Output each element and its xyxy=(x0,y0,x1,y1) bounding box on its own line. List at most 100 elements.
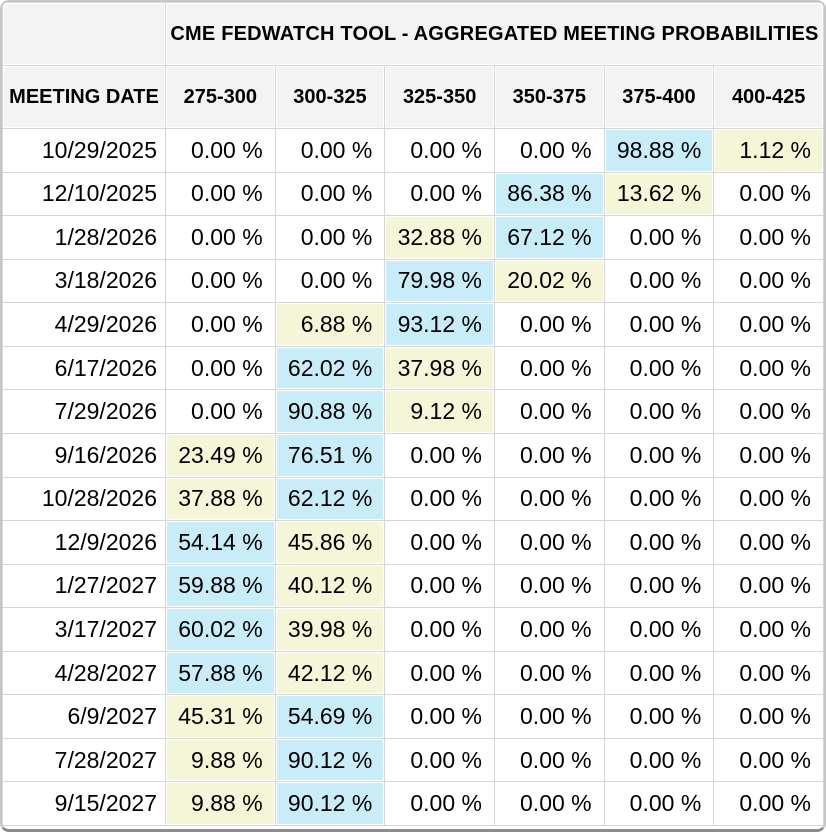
probability-cell: 0.00 % xyxy=(385,433,494,477)
table-row: 9/15/2027 9.88 % 90.12 % 0.00 % 0.00 % 0.00 %… xyxy=(3,782,823,825)
rate-range-header: 375-400 xyxy=(604,66,714,128)
probability-cell: 0.00 % xyxy=(714,521,823,564)
meeting-date-cell: 3/18/2026 xyxy=(3,259,165,303)
probability-cell: 0.00 % xyxy=(604,608,714,651)
probability-cell: 90.12 % xyxy=(275,782,385,825)
probability-cell: 42.12 % xyxy=(275,651,385,695)
probability-cell: 62.02 % xyxy=(275,346,385,390)
probability-cell: 0.00 % xyxy=(275,172,385,216)
probability-cell: 0.00 % xyxy=(714,477,823,521)
table-body: 10/29/2025 0.00 % 0.00 % 0.00 % 0.00 % 98.88 … xyxy=(3,129,823,825)
probability-cell: 32.88 % xyxy=(385,216,494,259)
probability-cell: 0.00 % xyxy=(385,521,494,564)
rate-range-header: 350-375 xyxy=(494,66,604,128)
probability-cell: 0.00 % xyxy=(166,390,275,433)
probability-cell: 60.02 % xyxy=(166,608,275,651)
probability-cell: 0.00 % xyxy=(275,129,385,172)
probability-cell: 0.00 % xyxy=(166,259,275,303)
probability-cell: 0.00 % xyxy=(604,216,714,259)
meeting-date-cell: 6/17/2026 xyxy=(3,346,165,390)
probability-cell: 62.12 % xyxy=(275,477,385,521)
meeting-date-cell: 10/28/2026 xyxy=(3,477,165,521)
probability-cell: 0.00 % xyxy=(385,695,494,738)
probability-cell: 39.98 % xyxy=(275,608,385,651)
probability-cell: 54.14 % xyxy=(166,521,275,564)
probability-cell: 37.88 % xyxy=(166,477,275,521)
probability-cell: 0.00 % xyxy=(385,477,494,521)
table-row: 7/29/2026 0.00 % 90.88 % 9.12 % 0.00 % 0.00 %… xyxy=(3,390,823,433)
probability-cell: 0.00 % xyxy=(714,651,823,695)
meeting-date-cell: 7/29/2026 xyxy=(3,390,165,433)
rate-range-header: 325-350 xyxy=(385,66,494,128)
probability-cell: 9.88 % xyxy=(166,738,275,782)
probability-cell: 59.88 % xyxy=(166,564,275,608)
probability-cell: 0.00 % xyxy=(494,608,604,651)
probability-cell: 98.88 % xyxy=(604,129,714,172)
rate-range-header: 300-325 xyxy=(275,66,385,128)
table-row: 1/28/2026 0.00 % 0.00 % 32.88 % 67.12 % 0.00 … xyxy=(3,216,823,259)
table-row: 10/29/2025 0.00 % 0.00 % 0.00 % 0.00 % 98.88 … xyxy=(3,129,823,172)
meeting-date-cell: 1/28/2026 xyxy=(3,216,165,259)
probability-cell: 76.51 % xyxy=(275,433,385,477)
meeting-date-header: MEETING DATE xyxy=(3,66,165,128)
probability-cell: 0.00 % xyxy=(714,695,823,738)
probability-cell: 0.00 % xyxy=(494,346,604,390)
probability-cell: 0.00 % xyxy=(385,738,494,782)
probability-cell: 0.00 % xyxy=(166,346,275,390)
probability-cell: 0.00 % xyxy=(604,782,714,825)
probability-cell: 0.00 % xyxy=(714,782,823,825)
probability-cell: 45.86 % xyxy=(275,521,385,564)
probability-cell: 0.00 % xyxy=(494,477,604,521)
meeting-date-cell: 7/28/2027 xyxy=(3,738,165,782)
probability-cell: 0.00 % xyxy=(494,390,604,433)
probability-cell: 0.00 % xyxy=(604,738,714,782)
meeting-date-cell: 3/17/2027 xyxy=(3,608,165,651)
meeting-date-cell: 1/27/2027 xyxy=(3,564,165,608)
meeting-date-cell: 9/15/2027 xyxy=(3,782,165,825)
probability-cell: 0.00 % xyxy=(494,738,604,782)
probability-cell: 0.00 % xyxy=(166,303,275,346)
probability-cell: 0.00 % xyxy=(604,433,714,477)
table-title: CME FEDWATCH TOOL - AGGREGATED MEETING P… xyxy=(166,3,823,65)
meeting-date-cell: 9/16/2026 xyxy=(3,433,165,477)
probability-cell: 0.00 % xyxy=(714,303,823,346)
probability-cell: 13.62 % xyxy=(604,172,714,216)
probability-cell: 90.12 % xyxy=(275,738,385,782)
probability-cell: 0.00 % xyxy=(385,172,494,216)
meeting-date-cell: 10/29/2025 xyxy=(3,129,165,172)
probability-cell: 67.12 % xyxy=(494,216,604,259)
probability-cell: 0.00 % xyxy=(494,129,604,172)
table-head: CME FEDWATCH TOOL - AGGREGATED MEETING P… xyxy=(3,3,823,128)
table-row: 9/16/2026 23.49 % 76.51 % 0.00 % 0.00 % 0.00 … xyxy=(3,433,823,477)
table-row: 6/17/2026 0.00 % 62.02 % 37.98 % 0.00 % 0.00 … xyxy=(3,346,823,390)
table-row: 4/29/2026 0.00 % 6.88 % 93.12 % 0.00 % 0.00 %… xyxy=(3,303,823,346)
probability-cell: 0.00 % xyxy=(714,390,823,433)
meeting-date-cell: 12/10/2025 xyxy=(3,172,165,216)
meeting-date-cell: 6/9/2027 xyxy=(3,695,165,738)
probability-cell: 0.00 % xyxy=(714,172,823,216)
probability-cell: 0.00 % xyxy=(604,346,714,390)
probability-cell: 0.00 % xyxy=(385,608,494,651)
corner-spacer-cell xyxy=(3,3,165,65)
probability-cell: 0.00 % xyxy=(385,782,494,825)
probability-cell: 93.12 % xyxy=(385,303,494,346)
probability-cell: 0.00 % xyxy=(275,216,385,259)
meeting-date-cell: 12/9/2026 xyxy=(3,521,165,564)
probability-cell: 9.12 % xyxy=(385,390,494,433)
title-row: CME FEDWATCH TOOL - AGGREGATED MEETING P… xyxy=(3,3,823,65)
probability-cell: 0.00 % xyxy=(494,564,604,608)
probability-cell: 0.00 % xyxy=(385,129,494,172)
probability-cell: 45.31 % xyxy=(166,695,275,738)
probability-cell: 86.38 % xyxy=(494,172,604,216)
probability-cell: 0.00 % xyxy=(275,259,385,303)
probability-cell: 0.00 % xyxy=(714,608,823,651)
table-row: 3/17/2027 60.02 % 39.98 % 0.00 % 0.00 % 0.00 … xyxy=(3,608,823,651)
rate-range-header: 400-425 xyxy=(714,66,823,128)
probability-cell: 9.88 % xyxy=(166,782,275,825)
probability-cell: 0.00 % xyxy=(714,216,823,259)
probability-cell: 0.00 % xyxy=(385,564,494,608)
table-row: 10/28/2026 37.88 % 62.12 % 0.00 % 0.00 % 0.00… xyxy=(3,477,823,521)
probability-cell: 0.00 % xyxy=(604,695,714,738)
table-row: 1/27/2027 59.88 % 40.12 % 0.00 % 0.00 % 0.00 … xyxy=(3,564,823,608)
probability-cell: 0.00 % xyxy=(166,129,275,172)
